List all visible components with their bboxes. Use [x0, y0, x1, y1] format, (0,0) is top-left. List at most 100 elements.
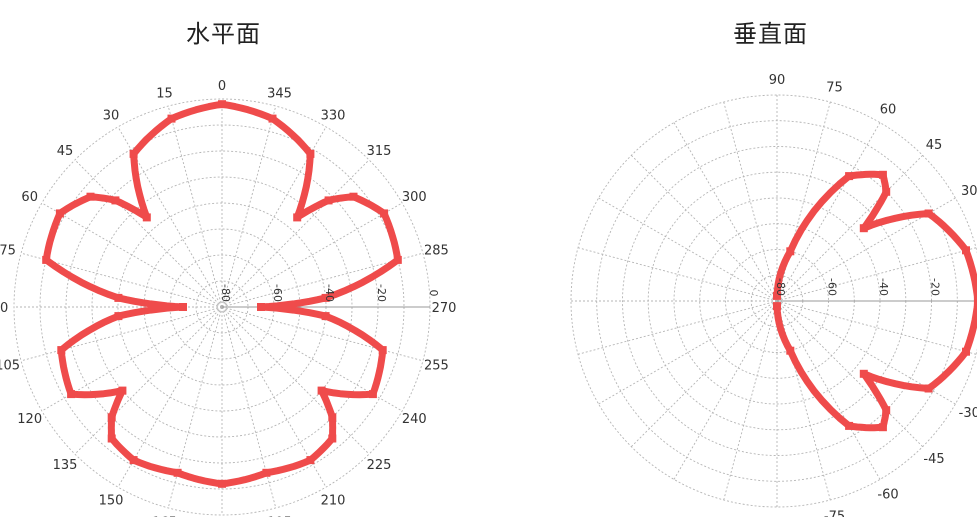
data-point: [118, 386, 127, 395]
radial-tick-label: -60: [826, 278, 839, 296]
data-point: [324, 196, 333, 205]
angle-tick-label: 225: [367, 458, 392, 473]
angle-tick-label: 45: [57, 144, 74, 159]
data-point: [262, 468, 271, 477]
data-point: [973, 297, 977, 305]
data-point: [257, 303, 265, 311]
angle-tick-label: 105: [0, 359, 20, 374]
grid-spoke: [776, 300, 977, 355]
data-point: [107, 434, 116, 443]
grid-spoke: [673, 122, 778, 302]
data-point: [114, 312, 123, 321]
grid-spoke: [221, 202, 403, 308]
grid-spoke: [673, 300, 778, 480]
data-point: [55, 209, 64, 218]
data-point: [129, 149, 138, 158]
data-point: [173, 468, 182, 477]
data-point: [179, 303, 187, 311]
angle-tick-label: 150: [99, 493, 124, 508]
data-point: [306, 149, 315, 158]
grid-spoke: [221, 306, 370, 455]
angle-tick-label: 90: [769, 73, 786, 88]
data-point: [42, 255, 51, 264]
data-point: [107, 413, 116, 422]
radial-tick-label: 0: [427, 290, 440, 297]
data-point: [878, 170, 887, 179]
data-point: [962, 347, 970, 356]
data-point: [882, 187, 891, 196]
data-point: [368, 390, 377, 399]
angle-tick-label: -30: [959, 406, 977, 421]
chart-title-horizontal: 水平面: [186, 20, 261, 48]
series-line: [773, 170, 977, 432]
angle-tick-label: 90: [0, 301, 8, 316]
grid-spoke: [20, 306, 223, 362]
radial-tick-label: -80: [774, 278, 787, 296]
angle-tick-label: 210: [321, 493, 346, 508]
angle-tick-label: 270: [432, 301, 457, 316]
radial-tick-label: -60: [271, 284, 284, 302]
grid-spoke: [776, 247, 977, 302]
data-point: [786, 247, 795, 256]
data-point: [773, 302, 781, 311]
angle-tick-label: 315: [367, 144, 392, 159]
grid-spoke: [167, 105, 223, 308]
data-point: [86, 192, 95, 201]
grid-spoke: [221, 159, 370, 308]
angle-tick-label: 75: [826, 81, 843, 96]
angle-tick-label: -75: [824, 509, 845, 517]
data-point: [786, 346, 795, 355]
radial-tick-label: -40: [877, 278, 890, 296]
data-point: [859, 369, 868, 378]
data-point: [111, 196, 120, 205]
angle-tick-label: 135: [53, 458, 78, 473]
grid-spoke: [776, 300, 881, 480]
angle-tick-label: 0: [218, 79, 226, 94]
radial-tick-label: -40: [323, 284, 336, 302]
data-point: [142, 213, 151, 222]
chart-title-vertical: 垂直面: [733, 20, 808, 48]
angle-tick-label: 30: [103, 109, 120, 124]
angle-tick-label: 120: [17, 412, 42, 427]
angle-tick-label: 240: [402, 412, 427, 427]
grid-spoke: [74, 159, 223, 308]
angle-tick-label: 330: [321, 109, 346, 124]
grid-spoke: [221, 306, 424, 362]
data-point: [321, 293, 330, 302]
data-point: [845, 172, 854, 181]
data-point: [167, 114, 176, 123]
grid-spoke: [577, 247, 778, 302]
grid-spoke: [41, 202, 223, 308]
grid-spoke: [221, 105, 277, 308]
angle-tick-label: 30: [961, 184, 977, 199]
angle-tick-label: 300: [402, 190, 427, 205]
grid-spoke: [74, 306, 223, 455]
radial-tick-label: -20: [929, 278, 942, 296]
grid-spoke: [630, 154, 778, 302]
angle-tick-label: -60: [877, 487, 898, 502]
angle-tick-label: 165: [152, 515, 177, 517]
data-point: [349, 192, 358, 201]
data-point: [378, 346, 387, 355]
data-point: [293, 213, 302, 222]
angle-tick-label: 255: [424, 359, 449, 374]
data-point: [306, 456, 315, 465]
data-point: [380, 209, 389, 218]
angle-tick-label: 60: [880, 103, 897, 118]
angle-tick-label: 345: [267, 87, 292, 102]
data-point: [773, 291, 781, 300]
data-point: [878, 423, 887, 432]
data-point: [218, 479, 226, 488]
data-point: [859, 224, 868, 233]
data-point: [845, 421, 854, 430]
data-point: [924, 209, 933, 218]
data-point: [57, 346, 66, 355]
data-point: [882, 406, 891, 415]
angle-tick-label: 45: [926, 138, 943, 153]
angle-tick-label: 195: [267, 515, 292, 517]
data-point: [328, 413, 337, 422]
data-point: [317, 386, 326, 395]
angle-tick-label: 60: [21, 190, 38, 205]
angle-tick-label: 285: [424, 244, 449, 259]
